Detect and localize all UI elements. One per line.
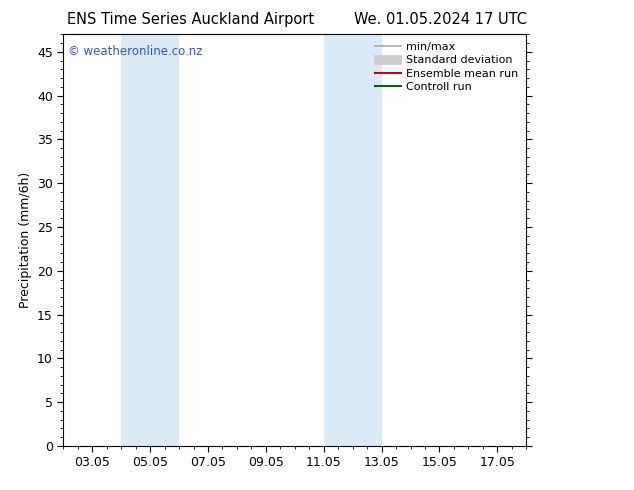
Y-axis label: Precipitation (mm/6h): Precipitation (mm/6h) [18, 172, 32, 308]
Text: We. 01.05.2024 17 UTC: We. 01.05.2024 17 UTC [354, 12, 527, 27]
Text: ENS Time Series Auckland Airport: ENS Time Series Auckland Airport [67, 12, 314, 27]
Bar [121, 34, 179, 446]
Text: © weatheronline.co.nz: © weatheronline.co.nz [68, 45, 202, 58]
Legend: min/max, Standard deviation, Ensemble mean run, Controll run: min/max, Standard deviation, Ensemble me… [372, 40, 521, 94]
Bar [324, 34, 382, 446]
